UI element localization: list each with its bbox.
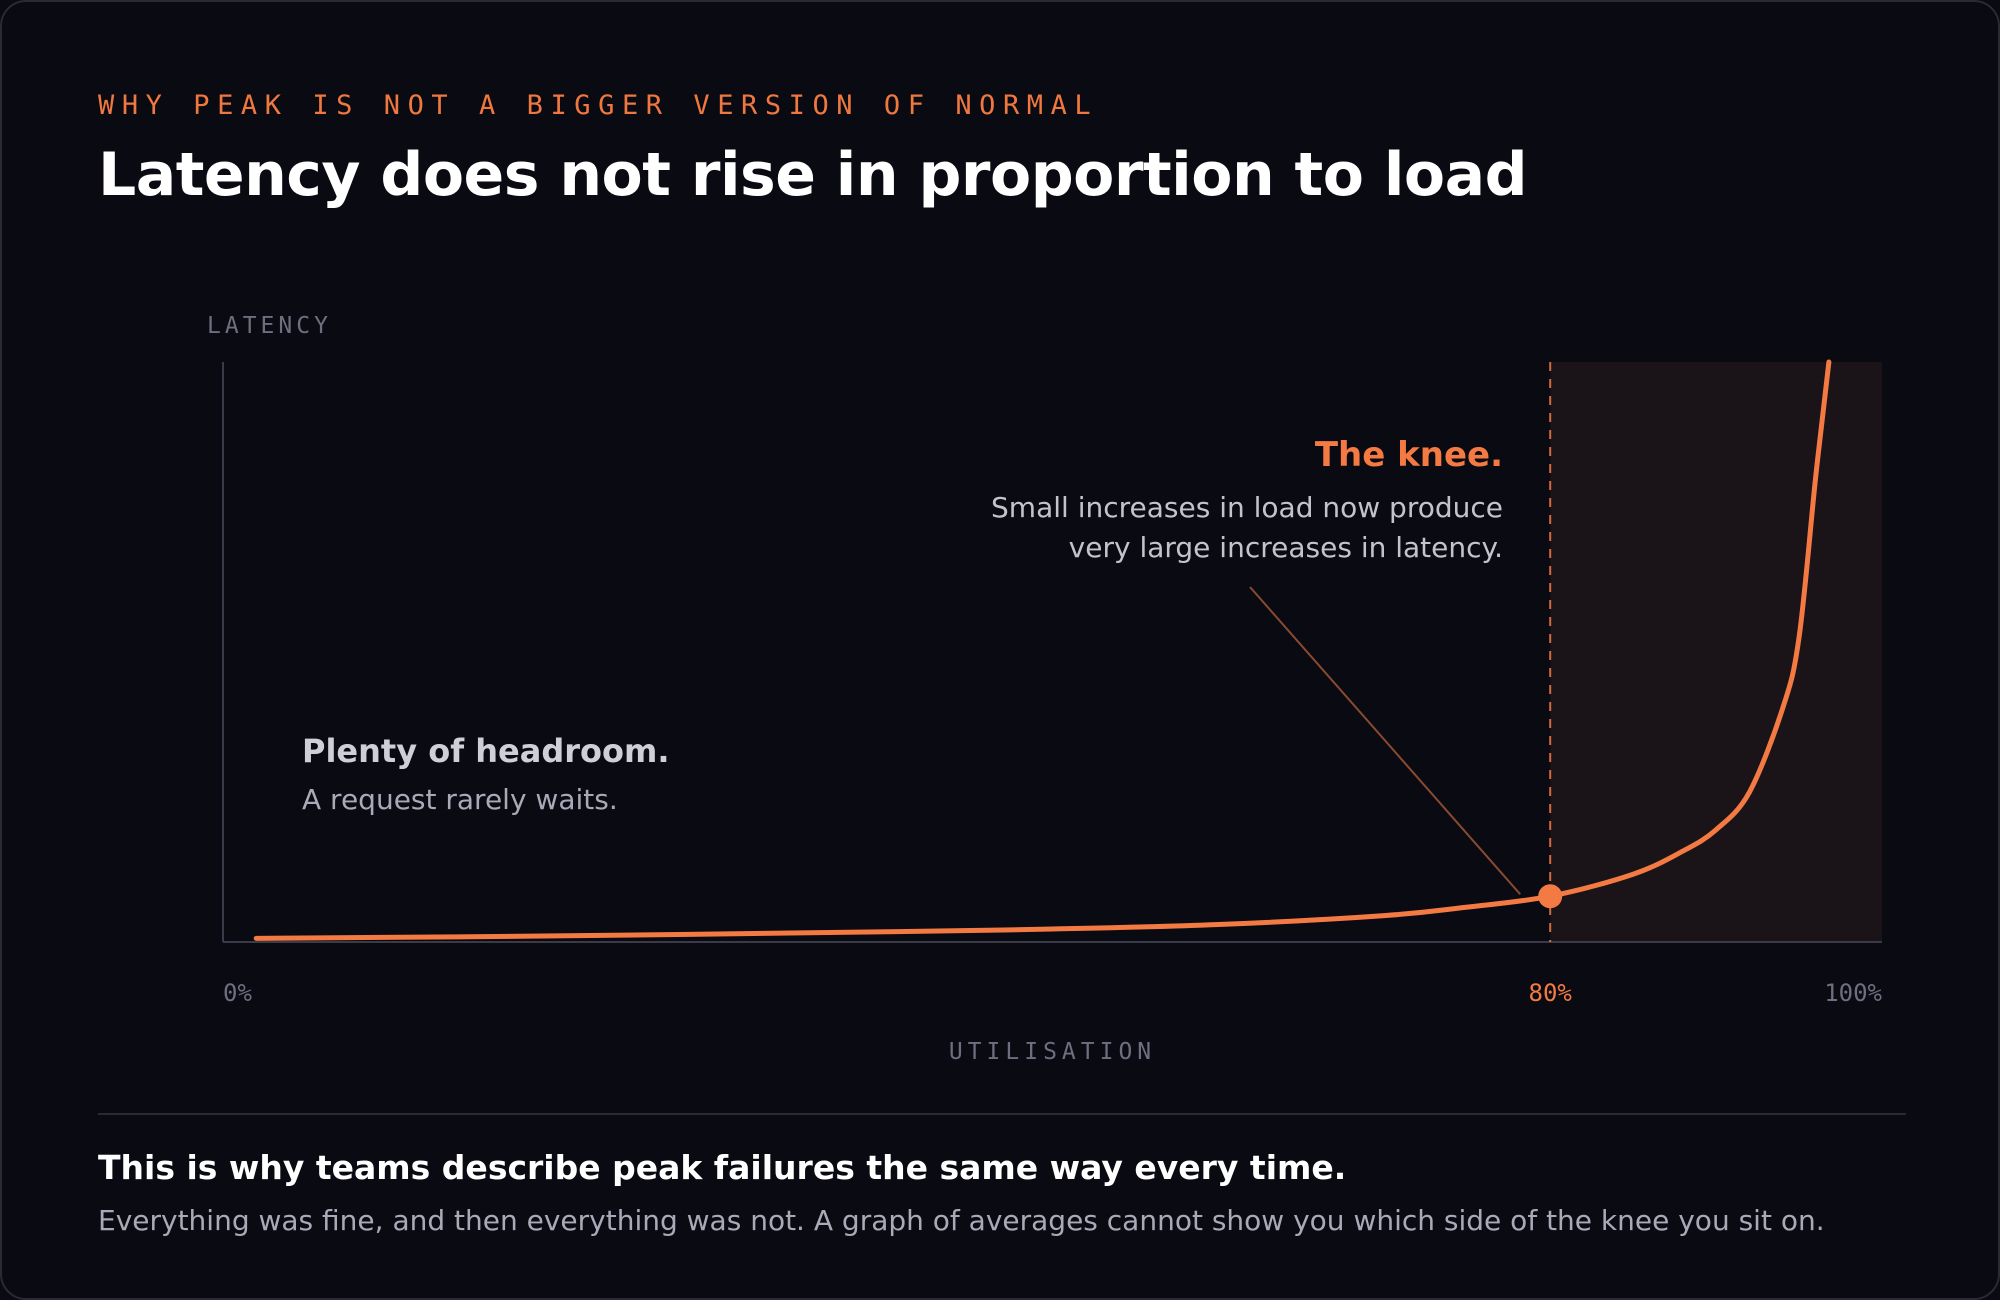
x-tick-label: 0% xyxy=(223,979,252,1007)
knee-zone xyxy=(1550,362,1882,942)
knee-point xyxy=(1538,884,1563,909)
knee-annotation-line-1: Small increases in load now produce xyxy=(991,491,1503,524)
footer-body: Everything was fine, and then everything… xyxy=(98,1204,1825,1237)
page-title: Latency does not rise in proportion to l… xyxy=(98,140,1528,210)
eyebrow-label: WHY PEAK IS NOT A BIGGER VERSION OF NORM… xyxy=(98,90,1099,121)
latency-chart: LATENCY UTILISATION 0% 80% 100% The knee. … xyxy=(207,313,1883,1065)
x-tick-label: 100% xyxy=(1824,979,1882,1007)
x-axis-label: UTILISATION xyxy=(949,1039,1156,1065)
headroom-annotation-title: Plenty of headroom. xyxy=(302,732,669,770)
divider xyxy=(98,1113,1906,1115)
y-axis-label: LATENCY xyxy=(207,313,332,339)
knee-pointer-line xyxy=(1249,586,1521,895)
latency-curve xyxy=(253,359,1832,941)
x-tick-labels: 0% 80% 100% xyxy=(223,979,1883,1007)
headroom-annotation-text: A request rarely waits. xyxy=(302,783,618,816)
x-tick-label: 80% xyxy=(1529,979,1573,1007)
knee-annotation-title: The knee. xyxy=(1315,435,1503,475)
knee-annotation-line-2: very large increases in latency. xyxy=(1069,531,1503,564)
footer-title: This is why teams describe peak failures… xyxy=(98,1148,1347,1187)
